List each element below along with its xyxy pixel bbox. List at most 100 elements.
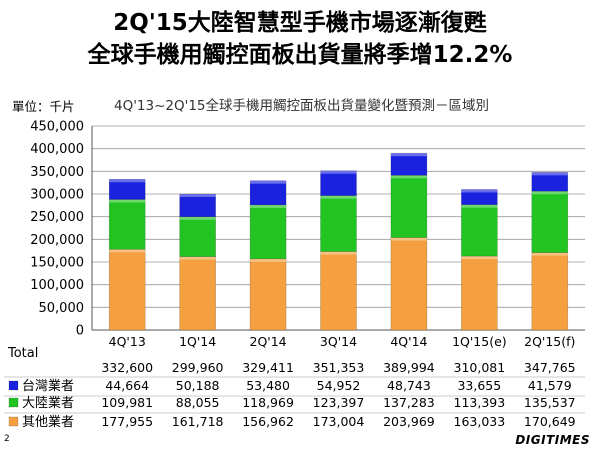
bar-segment-highlight bbox=[531, 252, 568, 256]
bar-segment-highlight bbox=[109, 199, 146, 203]
bar-segment bbox=[531, 252, 569, 331]
bar-segment bbox=[179, 193, 216, 218]
total-value: 351,353 bbox=[313, 360, 365, 375]
table-value: 203,969 bbox=[383, 414, 435, 429]
y-tick-label: 350,000 bbox=[30, 165, 84, 180]
bar-segment-highlight bbox=[109, 179, 146, 183]
total-value: 389,994 bbox=[383, 360, 435, 375]
y-tick-label: 150,000 bbox=[30, 256, 84, 271]
table-value: 53,480 bbox=[246, 378, 290, 393]
bar-segment bbox=[179, 256, 216, 331]
table-value: 173,004 bbox=[313, 414, 365, 429]
table-value: 41,579 bbox=[528, 378, 572, 393]
bar-segment-highlight bbox=[179, 256, 216, 260]
x-tick-label: 1Q'14 bbox=[179, 334, 216, 349]
table-value: 118,969 bbox=[242, 395, 294, 410]
x-tick-label: 3Q'14 bbox=[320, 334, 357, 349]
table-value: 88,055 bbox=[176, 395, 220, 410]
bar-segment-highlight bbox=[320, 170, 357, 174]
x-tick-label: 2Q'14 bbox=[250, 334, 287, 349]
y-tick-label: 100,000 bbox=[30, 278, 84, 293]
bar-segment-highlight bbox=[461, 204, 498, 208]
total-row-label: Total bbox=[7, 346, 38, 361]
x-tick-label: 4Q'14 bbox=[390, 334, 427, 349]
total-value: 329,411 bbox=[242, 360, 294, 375]
x-tick-label: 4Q'13 bbox=[109, 334, 146, 349]
table-value: 163,033 bbox=[454, 414, 506, 429]
bar-segment bbox=[531, 172, 569, 192]
chart-title: 4Q'13~2Q'15全球手機用觸控面板出貨量變化暨預測－區域別 bbox=[114, 98, 490, 114]
bar-segment-highlight bbox=[320, 195, 357, 199]
y-tick-label: 0 bbox=[76, 324, 84, 339]
bar-segment bbox=[531, 190, 569, 253]
table-value: 48,743 bbox=[387, 378, 431, 393]
bar-segment-highlight bbox=[390, 153, 427, 157]
bar-segment bbox=[390, 152, 428, 176]
page-number: 2 bbox=[4, 434, 10, 444]
bar-segment-highlight bbox=[390, 175, 427, 179]
y-tick-label: 400,000 bbox=[30, 142, 84, 157]
legend-swatch bbox=[8, 380, 19, 391]
bar-segment bbox=[249, 180, 287, 206]
bar-segment-highlight bbox=[250, 258, 287, 262]
table-value: 109,981 bbox=[101, 395, 153, 410]
table-value: 50,188 bbox=[176, 378, 220, 393]
table-value: 161,718 bbox=[172, 414, 224, 429]
bar-segment-highlight bbox=[179, 216, 216, 220]
slide-title-line2: 全球手機用觸控面板出貨量將季增12.2% bbox=[87, 42, 513, 68]
slide-title-line1: 2Q'15大陸智慧型手機市場逐漸復甦 bbox=[113, 10, 487, 36]
table-value: 170,649 bbox=[524, 414, 576, 429]
bar-segment-highlight bbox=[320, 251, 357, 255]
bar-segment-highlight bbox=[109, 249, 146, 253]
x-tick-label: 1Q'15(e) bbox=[452, 334, 507, 349]
bar-segment bbox=[461, 204, 498, 257]
y-tick-label: 250,000 bbox=[30, 210, 84, 225]
total-value: 299,960 bbox=[172, 360, 224, 375]
bar-segment bbox=[461, 255, 498, 331]
legend-swatch bbox=[8, 397, 19, 408]
y-tick-label: 50,000 bbox=[39, 301, 85, 316]
bar-segment bbox=[249, 258, 287, 331]
bar-segment bbox=[179, 216, 216, 257]
bar-segment bbox=[461, 189, 498, 205]
table-value: 54,952 bbox=[317, 378, 361, 393]
bar-segment-highlight bbox=[461, 189, 498, 193]
legend-swatch bbox=[8, 416, 19, 427]
bar-segment-highlight bbox=[179, 194, 216, 198]
digitimes-logo: DIGITIMES bbox=[515, 433, 590, 447]
y-tick-label: 450,000 bbox=[30, 120, 84, 135]
legend-label: 台灣業者 bbox=[22, 378, 74, 394]
unit-label: 單位：千片 bbox=[12, 99, 75, 114]
bar-segment-highlight bbox=[531, 191, 568, 195]
legend-label: 其他業者 bbox=[22, 414, 74, 430]
bar-segment bbox=[320, 195, 357, 252]
bar-segment bbox=[249, 204, 287, 260]
bar-segment bbox=[320, 170, 357, 196]
table-value: 33,655 bbox=[457, 378, 501, 393]
bar-segment bbox=[390, 174, 428, 238]
bar-segment bbox=[108, 199, 146, 250]
total-value: 347,765 bbox=[524, 360, 576, 375]
bar-segment-highlight bbox=[461, 256, 498, 260]
bar-segment bbox=[320, 251, 357, 331]
table-value: 156,962 bbox=[242, 414, 294, 429]
table-value: 113,393 bbox=[454, 395, 506, 410]
table-value: 44,664 bbox=[105, 378, 149, 393]
bar-segment bbox=[108, 178, 146, 200]
legend-label: 大陸業者 bbox=[22, 395, 74, 411]
x-tick-label: 2Q'15(f) bbox=[524, 334, 575, 349]
bar-segment-highlight bbox=[250, 180, 287, 184]
bar-segment-highlight bbox=[531, 172, 568, 176]
total-value: 310,081 bbox=[454, 360, 506, 375]
bar-segment bbox=[390, 237, 428, 331]
table-value: 137,283 bbox=[383, 395, 435, 410]
y-tick-label: 300,000 bbox=[30, 188, 84, 203]
table-value: 123,397 bbox=[313, 395, 365, 410]
table-value: 177,955 bbox=[101, 414, 153, 429]
bar-segment-highlight bbox=[390, 237, 427, 241]
y-tick-label: 200,000 bbox=[30, 233, 84, 248]
bar-segment-highlight bbox=[250, 204, 287, 208]
bar-segment bbox=[108, 249, 146, 331]
table-value: 135,537 bbox=[524, 395, 576, 410]
